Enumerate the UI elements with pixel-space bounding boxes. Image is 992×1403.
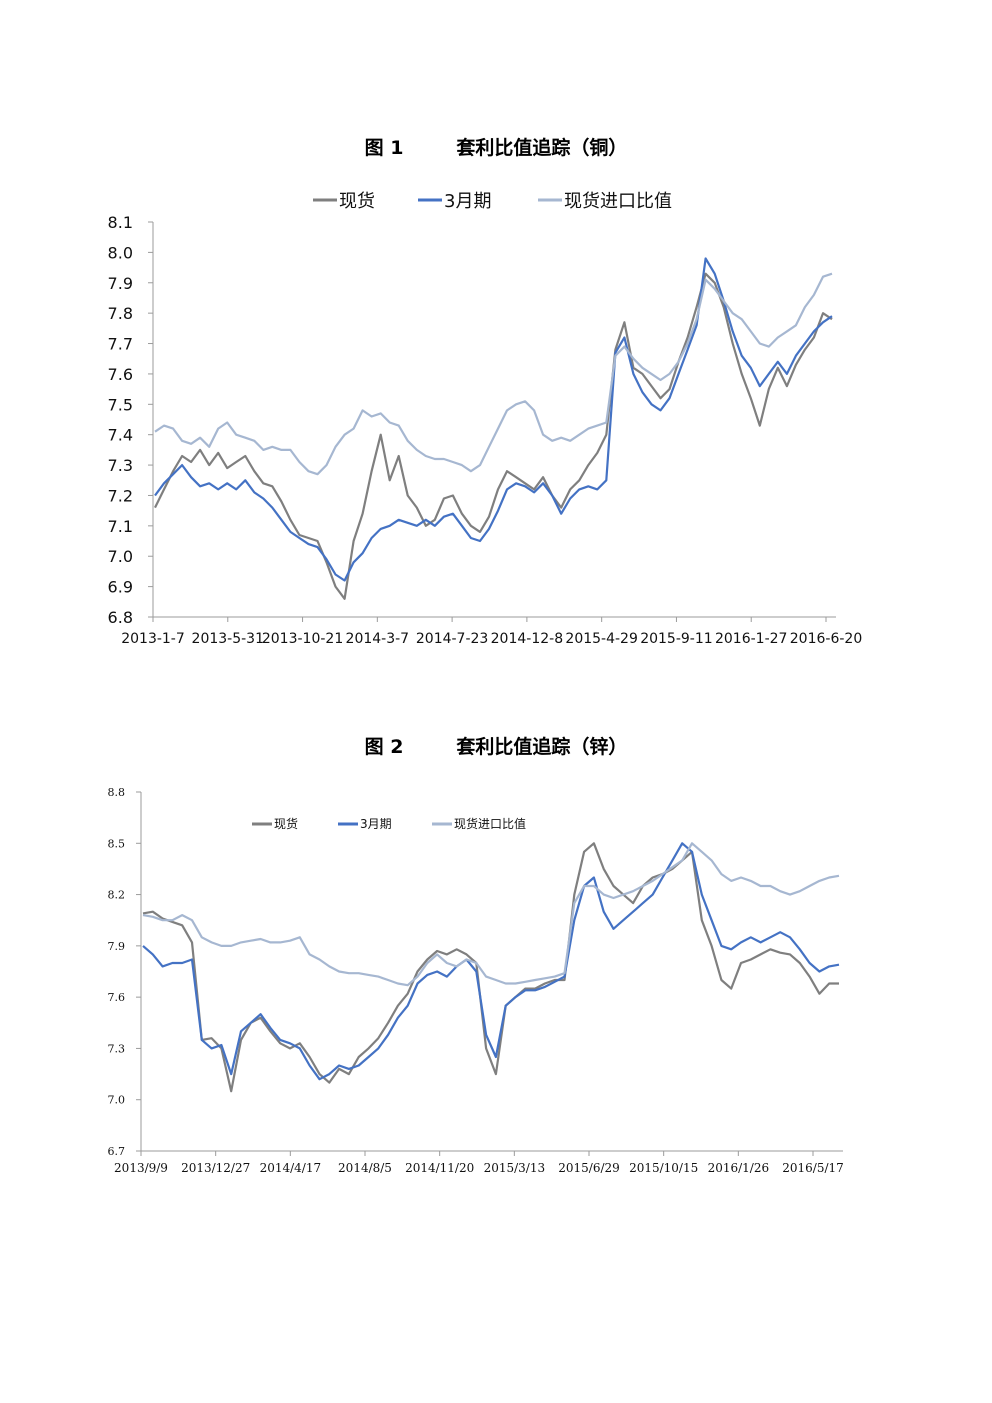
x-tick-label: 2014/8/5 — [338, 1161, 392, 1175]
y-tick-label: 7.0 — [108, 547, 133, 566]
y-tick-label: 7.7 — [108, 335, 133, 354]
legend-label: 现货 — [274, 816, 298, 831]
x-tick-label: 2014/4/17 — [260, 1161, 322, 1175]
y-tick-label: 8.5 — [108, 837, 126, 850]
legend-label: 3月期 — [360, 817, 392, 831]
y-tick-label: 6.7 — [108, 1145, 126, 1158]
y-tick-label: 7.9 — [108, 274, 133, 293]
y-tick-label: 7.3 — [108, 1042, 126, 1055]
x-tick-label: 2013/12/27 — [181, 1161, 250, 1175]
x-tick-label: 2013-1-7 — [121, 631, 185, 647]
y-tick-label: 6.8 — [108, 608, 133, 627]
chart1-svg: 8.1 8.0 7.9 7.8 7.7 7.6 7.5 7.4 7.3 7.2 7.1 7.0 6.9 6… — [108, 191, 863, 647]
y-tick-label: 7.2 — [108, 486, 133, 505]
y-tick-label: 7.0 — [108, 1094, 126, 1107]
y-tick-label: 7.4 — [108, 426, 133, 445]
legend-label: 现货进口比值 — [564, 191, 672, 212]
y-tick-label: 7.5 — [108, 395, 133, 414]
x-tick-label: 2016/1/26 — [708, 1161, 770, 1175]
x-tick-label: 2013/9/9 — [114, 1161, 168, 1175]
x-tick-label: 2016-6-20 — [790, 631, 862, 647]
x-tick-label: 2015/10/15 — [629, 1161, 698, 1175]
chart1-title: 图 1 套利比值追踪（铜） — [364, 137, 628, 159]
series-line-2 — [142, 842, 840, 1081]
x-tick-label: 2015/6/29 — [558, 1161, 620, 1175]
x-tick-label: 2014-3-7 — [346, 631, 410, 647]
y-tick-label: 8.0 — [108, 243, 133, 262]
series-line-1 — [142, 842, 839, 1093]
chart2-title: 图 2 套利比值追踪（锌） — [364, 736, 628, 758]
y-tick-label: 7.8 — [108, 304, 133, 323]
legend-label: 现货 — [339, 191, 375, 212]
x-tick-label: 2015-9-11 — [640, 631, 712, 647]
x-tick-label: 2013-5-31 — [192, 631, 264, 647]
x-tick-label: 2013-10-21 — [262, 631, 343, 647]
series-line-2 — [154, 257, 833, 582]
chart2-svg: 8.8 8.5 8.2 7.9 7.6 7.3 7.0 6.7 2013/9/9 2013/12/… — [108, 786, 844, 1175]
y-tick-label: 7.6 — [108, 365, 133, 384]
series-line-3 — [154, 272, 833, 476]
y-tick-label: 8.8 — [108, 786, 126, 799]
y-tick-label: 7.6 — [108, 991, 126, 1004]
y-tick-label: 8.1 — [108, 213, 133, 232]
series-line-3 — [142, 842, 840, 987]
legend-label: 3月期 — [444, 191, 491, 212]
y-tick-label: 7.1 — [108, 517, 133, 536]
x-tick-label: 2014-7-23 — [416, 631, 488, 647]
y-tick-label: 8.2 — [108, 889, 126, 902]
y-tick-label: 7.9 — [108, 940, 126, 953]
x-tick-label: 2016/5/17 — [782, 1161, 844, 1175]
x-tick-label: 2014/11/20 — [405, 1161, 474, 1175]
x-tick-label: 2015/3/13 — [484, 1161, 546, 1175]
x-tick-label: 2014-12-8 — [491, 631, 563, 647]
y-tick-label: 6.9 — [108, 578, 133, 597]
x-tick-label: 2016-1-27 — [715, 631, 787, 647]
legend-label: 现货进口比值 — [454, 816, 526, 831]
y-tick-label: 7.3 — [108, 456, 133, 475]
x-tick-label: 2015-4-29 — [565, 631, 637, 647]
